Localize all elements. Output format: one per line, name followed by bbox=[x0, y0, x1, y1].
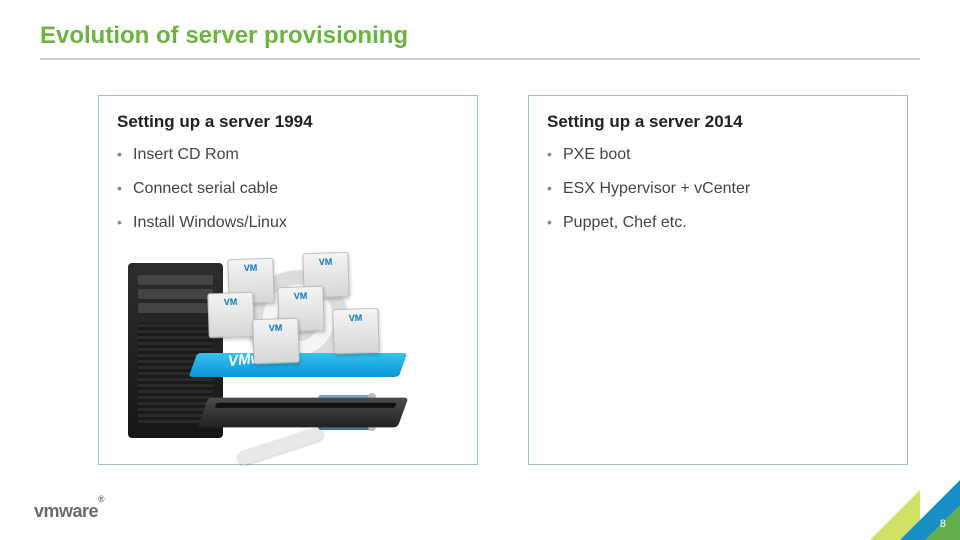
panel-1994-heading: Setting up a server 1994 bbox=[117, 112, 459, 132]
panel-2014: Setting up a server 2014 PXE boot ESX Hy… bbox=[528, 95, 908, 465]
logo-trademark: ® bbox=[98, 494, 104, 504]
panel-2014-heading: Setting up a server 2014 bbox=[547, 112, 889, 132]
page-number: 8 bbox=[940, 518, 946, 530]
panel-2014-bullets: PXE boot ESX Hypervisor + vCenter Puppet… bbox=[547, 146, 889, 232]
list-item: Insert CD Rom bbox=[117, 146, 459, 164]
vmware-stack-icon: VMware VM VM VM VM VM VM bbox=[183, 250, 413, 440]
page-corner-decoration: 8 bbox=[830, 475, 960, 540]
list-item: PXE boot bbox=[547, 146, 889, 164]
title-underline bbox=[40, 58, 920, 60]
logo-text: vmware bbox=[34, 501, 98, 521]
vm-box-icon: VM bbox=[332, 308, 380, 355]
list-item: Connect serial cable bbox=[117, 180, 459, 198]
list-item: Puppet, Chef etc. bbox=[547, 214, 889, 232]
list-item: Install Windows/Linux bbox=[117, 214, 459, 232]
vm-box-icon: VM bbox=[252, 318, 300, 365]
comparison-panels: Setting up a server 1994 Insert CD Rom C… bbox=[98, 95, 908, 465]
slide-title: Evolution of server provisioning bbox=[40, 22, 408, 50]
slide-root: Evolution of server provisioning Setting… bbox=[0, 0, 960, 540]
vm-box-icon: VM bbox=[207, 292, 255, 339]
hardware-server-icon bbox=[198, 398, 409, 428]
list-item: ESX Hypervisor + vCenter bbox=[547, 180, 889, 198]
vmware-logo: vmware® bbox=[34, 501, 104, 522]
panel-1994-bullets: Insert CD Rom Connect serial cable Insta… bbox=[117, 146, 459, 232]
